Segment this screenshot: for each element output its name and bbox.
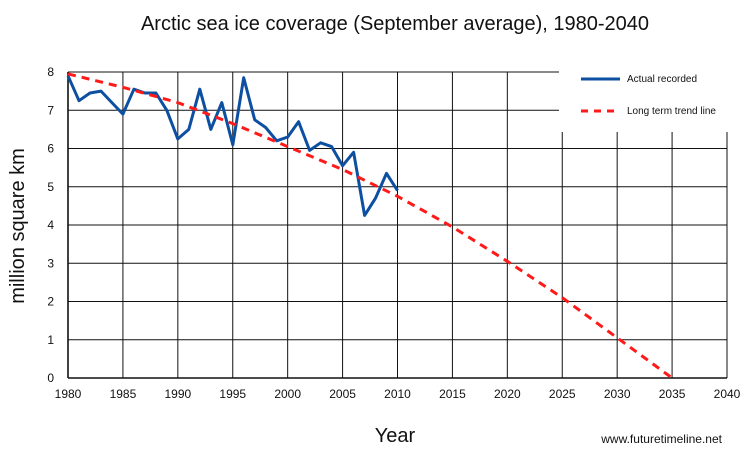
x-tick-label: 1980: [55, 387, 82, 401]
watermark-text: www.futuretimeline.net: [600, 432, 722, 446]
series-line-actual: [66, 75, 399, 217]
series-line-trend: [67, 72, 673, 380]
y-tick-label: 5: [47, 180, 54, 194]
y-tick-label: 8: [47, 65, 54, 79]
legend-label-actual: Actual recorded: [627, 74, 697, 85]
x-tick-labels: 1980 1985 1990 1995 2000 2005 2010 2015 2020 2025…: [55, 387, 741, 401]
x-tick-label: 2030: [604, 387, 631, 401]
x-tick-label: 2040: [714, 387, 741, 401]
y-tick-labels: 0 1 2 3 4 5 6 7 8: [47, 65, 54, 385]
x-tick-label: 2000: [274, 387, 301, 401]
x-tick-label: 2015: [439, 387, 466, 401]
y-tick-label: 4: [47, 218, 54, 232]
series-layer: [66, 72, 673, 380]
legend: Actual recorded Long term trend line: [581, 74, 716, 117]
x-tick-label: 2035: [659, 387, 686, 401]
x-tick-label: 1995: [219, 387, 246, 401]
y-tick-label: 3: [47, 256, 54, 270]
x-axis-label: Year: [375, 425, 416, 447]
y-tick-label: 6: [47, 142, 54, 156]
x-tick-label: 2020: [494, 387, 521, 401]
y-tick-label: 2: [47, 295, 54, 309]
x-tick-label: 2005: [329, 387, 356, 401]
y-tick-label: 1: [47, 333, 54, 347]
legend-background: [559, 62, 729, 132]
legend-label-trend: Long term trend line: [627, 106, 716, 117]
y-axis-label: million square km: [7, 148, 29, 304]
x-tick-label: 2025: [549, 387, 576, 401]
x-tick-label: 1985: [110, 387, 137, 401]
x-tick-label: 1990: [164, 387, 191, 401]
y-tick-label: 7: [47, 103, 54, 117]
chart-title: Arctic sea ice coverage (September avera…: [141, 13, 649, 35]
x-tick-label: 2010: [384, 387, 411, 401]
y-tick-label: 0: [47, 371, 54, 385]
